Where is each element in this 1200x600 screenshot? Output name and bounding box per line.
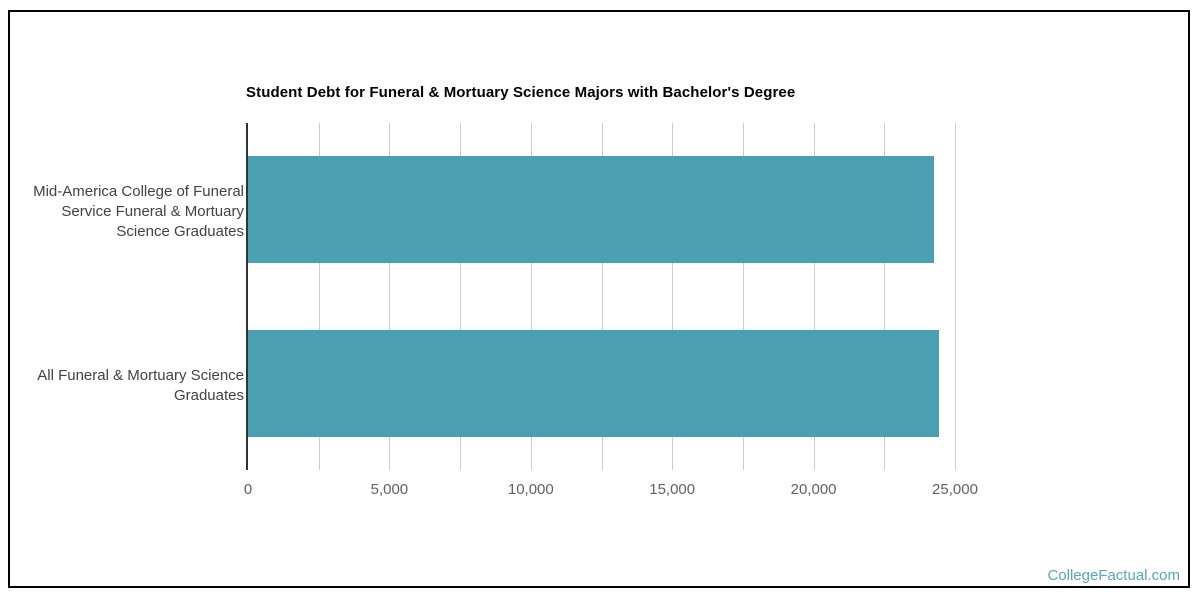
chart-title: Student Debt for Funeral & Mortuary Scie…	[246, 84, 796, 101]
category-label-line: Service Funeral & Mortuary	[61, 203, 244, 220]
category-label-line: Science Graduates	[116, 223, 244, 240]
x-tick-label: 10,000	[507, 481, 554, 498]
chart-frame	[8, 10, 1190, 588]
gridline	[389, 123, 391, 470]
gridline	[601, 123, 603, 470]
plot-area	[246, 123, 956, 470]
gridline	[530, 123, 532, 470]
gridline	[813, 123, 815, 470]
gridline	[672, 123, 674, 470]
gridline	[460, 123, 462, 470]
category-label-line: Mid-America College of Funeral	[33, 183, 244, 200]
bar-0[interactable]	[248, 156, 935, 263]
watermark-link[interactable]: CollegeFactual.com	[1047, 567, 1180, 584]
gridline	[955, 123, 956, 470]
gridline	[742, 123, 744, 470]
x-tick-label: 0	[243, 481, 253, 498]
category-label-all-graduates: All Funeral & Mortuary Science Graduates	[14, 366, 244, 406]
category-label-line: Graduates	[173, 387, 244, 404]
x-axis-tick-labels: 0 5,000 10,000 15,000 20,000 25,000	[244, 481, 978, 501]
x-tick-label: 5,000	[370, 481, 409, 498]
category-label-mid-america: Mid-America College of Funeral Service F…	[14, 182, 244, 242]
x-tick-label: 20,000	[790, 481, 837, 498]
category-label-line: All Funeral & Mortuary Science	[37, 367, 244, 384]
gridline	[318, 123, 320, 470]
x-tick-label: 15,000	[649, 481, 696, 498]
x-tick-label: 25,000	[932, 481, 978, 498]
bar-1[interactable]	[248, 330, 940, 437]
gridline	[884, 123, 886, 470]
